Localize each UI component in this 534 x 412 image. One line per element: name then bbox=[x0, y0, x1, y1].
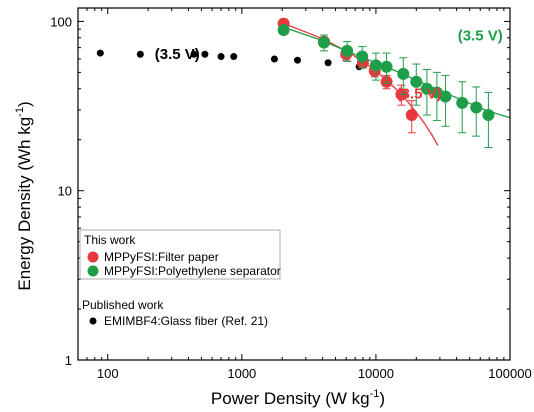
axis-ticks bbox=[77, 8, 511, 361]
data-point bbox=[201, 50, 209, 58]
legend-group-this-work: This work bbox=[84, 233, 136, 247]
data-point bbox=[217, 53, 225, 61]
y-axis-title-end: ) bbox=[15, 101, 34, 107]
series-0 bbox=[96, 49, 363, 71]
data-point bbox=[420, 82, 433, 95]
data-point bbox=[397, 67, 410, 80]
voltage-annotation: (3.5 V) bbox=[397, 86, 442, 103]
series-2 bbox=[277, 23, 495, 148]
y-tick-label: 100 bbox=[50, 14, 72, 29]
data-point bbox=[324, 59, 332, 67]
data-point bbox=[136, 50, 144, 58]
plot-frame bbox=[77, 7, 511, 361]
data-point bbox=[96, 49, 104, 57]
data-point bbox=[380, 60, 393, 73]
x-axis-title-end: ) bbox=[379, 389, 385, 408]
data-point bbox=[270, 55, 278, 63]
voltage-annotation: (3.5 V) bbox=[155, 46, 200, 63]
legend: This work MPPyFSI:Filter paper MPPyFSI:P… bbox=[79, 229, 281, 328]
legend-label-glass-fiber: EMIMBF4:Glass fiber (Ref. 21) bbox=[104, 314, 268, 328]
data-point bbox=[341, 44, 354, 57]
data-point bbox=[230, 53, 238, 61]
data-point bbox=[293, 56, 301, 64]
legend-group-published-work: Published work bbox=[82, 298, 164, 312]
data-point bbox=[356, 50, 369, 63]
data-point bbox=[470, 101, 483, 114]
x-tick-label: 100000 bbox=[488, 366, 531, 381]
tick-labels: 100 1000 10000 100000 1 10 100 bbox=[50, 14, 531, 381]
data-point bbox=[482, 108, 495, 121]
legend-box bbox=[79, 229, 281, 280]
data-point bbox=[369, 59, 382, 72]
y-axis-title: Energy Density (Wh kg-1) bbox=[14, 101, 34, 290]
data-point bbox=[317, 36, 330, 49]
x-tick-label: 10000 bbox=[358, 366, 394, 381]
plot-area: (3.5 V) (3.5 V) (3.5 V) bbox=[96, 17, 511, 148]
legend-marker-filter-paper bbox=[87, 251, 99, 263]
data-point bbox=[405, 108, 418, 121]
y-tick-label: 1 bbox=[65, 353, 72, 368]
voltage-annotation: (3.5 V) bbox=[458, 28, 503, 45]
y-axis-title-sup: -1 bbox=[14, 107, 26, 117]
legend-marker-glass-fiber bbox=[89, 317, 97, 325]
x-tick-label: 1000 bbox=[227, 366, 256, 381]
data-point bbox=[277, 23, 290, 36]
x-axis-title-sup: -1 bbox=[370, 388, 380, 400]
x-tick-label: 100 bbox=[97, 366, 119, 381]
data-point bbox=[439, 90, 452, 103]
y-tick-label: 10 bbox=[58, 184, 72, 199]
data-point bbox=[410, 75, 423, 88]
series-1 bbox=[277, 17, 418, 134]
data-point bbox=[190, 50, 198, 58]
x-axis-title: Power Density (W kg-1) bbox=[211, 388, 385, 408]
legend-marker-polyethylene bbox=[87, 265, 99, 277]
data-point bbox=[456, 96, 469, 109]
legend-label-filter-paper: MPPyFSI:Filter paper bbox=[104, 250, 219, 264]
legend-label-polyethylene: MPPyFSI:Polyethylene separator bbox=[104, 264, 281, 278]
